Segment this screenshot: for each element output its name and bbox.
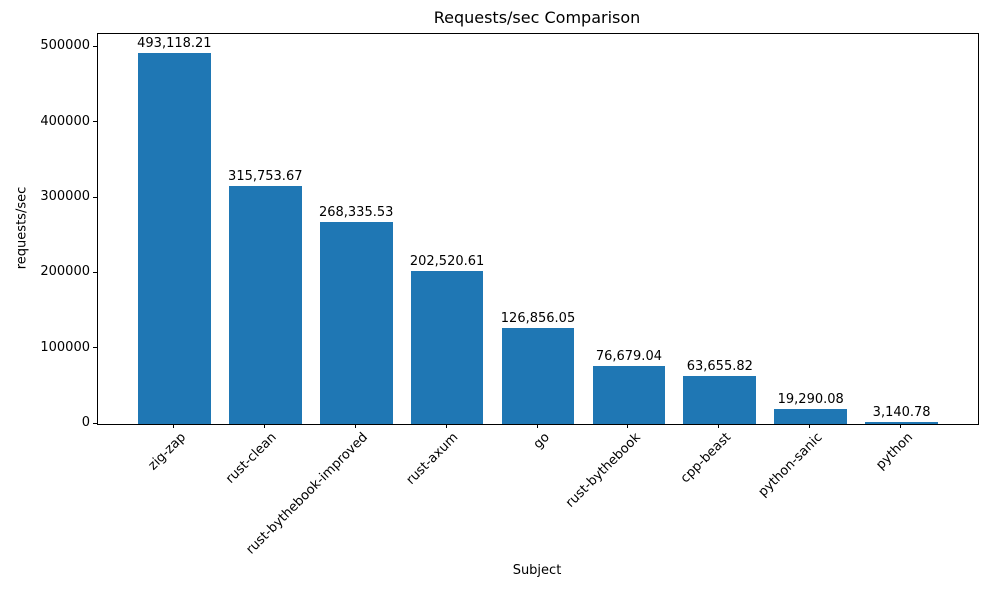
y-tick-label: 0	[81, 415, 90, 430]
x-tick-label: cpp-beast	[678, 430, 735, 487]
x-axis-label: Subject	[512, 563, 562, 578]
bar-value-label: 63,655.82	[686, 359, 753, 375]
x-tick-label: python-sanic	[755, 430, 826, 500]
x-tick-label: rust-bythebook	[562, 430, 644, 511]
bar-value-label: 126,856.05	[500, 311, 576, 327]
y-tick-label: 500000	[40, 38, 90, 54]
plot-area: 493,118.21 315,753.67 268,335.53 202,520.61…	[97, 33, 979, 425]
bar-rust-axum	[410, 271, 484, 424]
bar-rust-bythebook-improved	[319, 221, 393, 424]
y-axis-label: requests/sec	[14, 186, 30, 270]
chart-title: Requests/sec Comparison	[433, 8, 641, 27]
bar-value-label: 19,290.08	[777, 392, 844, 408]
bar-rust-clean	[228, 186, 302, 424]
bar-value-label: 268,335.53	[318, 204, 394, 220]
bar-go	[501, 328, 575, 424]
x-tick-label: python	[873, 430, 917, 473]
x-tick-label: zig-zap	[145, 430, 189, 474]
bar-rust-bythebook	[592, 366, 666, 424]
bar-python-sanic	[774, 409, 848, 424]
bar-value-label: 202,520.61	[409, 254, 485, 270]
x-tick-label: rust-bythebook-improved	[243, 430, 371, 558]
bar-zig-zap	[138, 52, 211, 424]
x-tick-label: go	[530, 430, 553, 453]
bar-value-label: 3,140.78	[872, 404, 931, 420]
bar-value-label: 315,753.67	[228, 169, 303, 185]
bar-value-label: 493,118.21	[137, 35, 212, 51]
bar-python	[865, 421, 938, 424]
y-tick-label: 100000	[40, 339, 90, 355]
y-tick-label: 400000	[40, 113, 90, 129]
bar-value-label: 76,679.04	[595, 349, 662, 365]
x-tick-label: rust-axum	[403, 430, 462, 488]
x-tick-label: rust-clean	[223, 430, 280, 487]
bar-cpp-beast	[683, 376, 757, 424]
